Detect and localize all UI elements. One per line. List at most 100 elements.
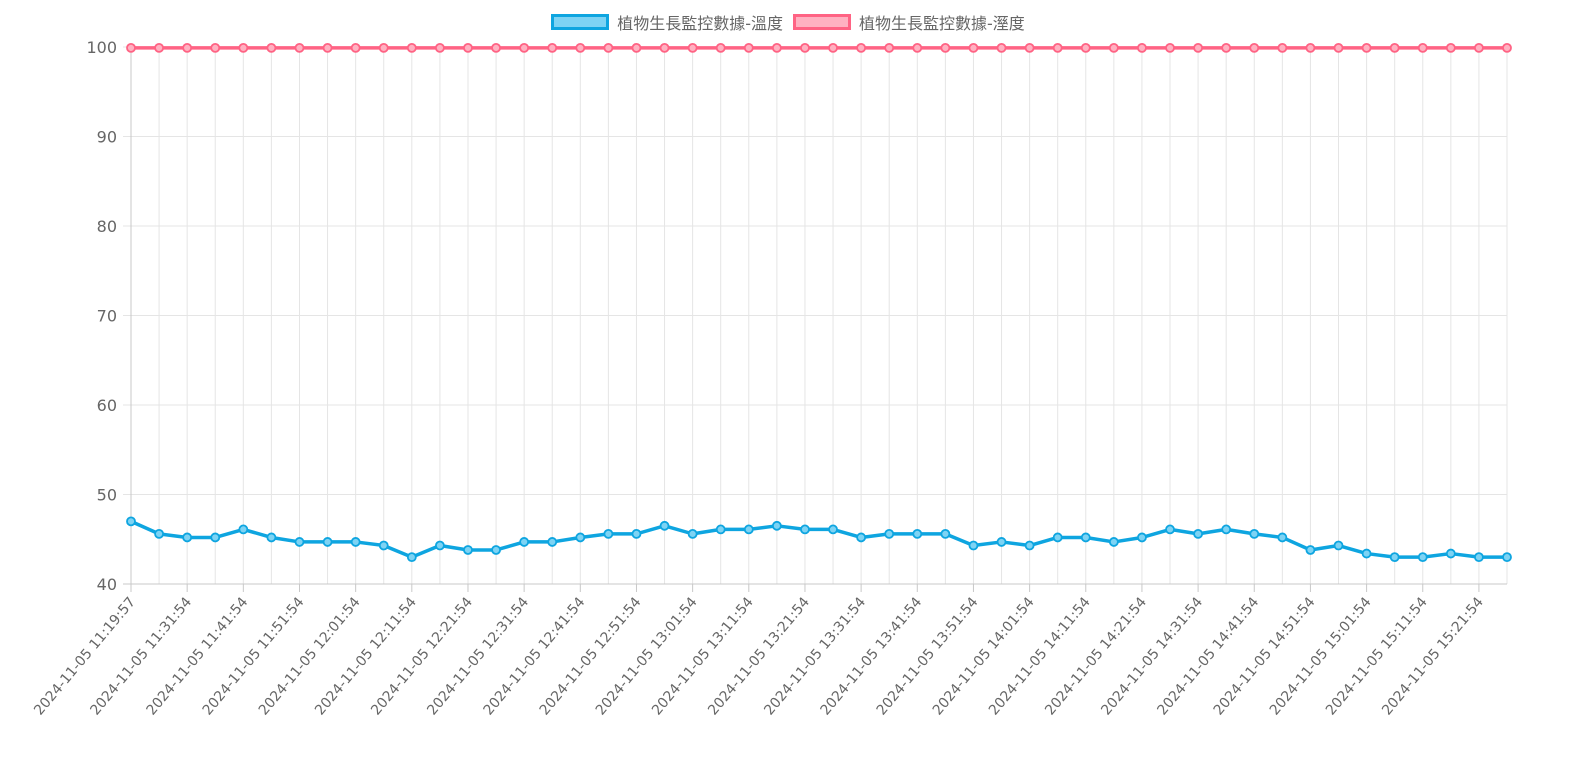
data-point[interactable] [238, 42, 249, 53]
data-point[interactable] [182, 42, 193, 53]
data-point[interactable] [1052, 42, 1063, 53]
data-point[interactable] [1474, 552, 1484, 563]
data-point[interactable] [1165, 42, 1175, 53]
data-point[interactable] [715, 42, 726, 53]
data-point[interactable] [294, 537, 305, 547]
data-point[interactable] [940, 528, 951, 539]
data-point[interactable] [491, 545, 501, 555]
data-point[interactable] [519, 537, 530, 547]
data-point[interactable] [1361, 42, 1372, 53]
data-point[interactable] [406, 42, 417, 53]
data-point[interactable] [547, 42, 558, 53]
data-point[interactable] [1024, 42, 1035, 53]
data-point[interactable] [1108, 42, 1119, 53]
data-point[interactable] [378, 42, 389, 53]
data-point[interactable] [126, 516, 136, 527]
data-point[interactable] [1305, 42, 1316, 53]
data-point[interactable] [1361, 548, 1372, 559]
data-point[interactable] [126, 42, 136, 53]
data-point[interactable] [154, 528, 164, 539]
data-point[interactable] [1277, 532, 1288, 543]
data-point[interactable] [547, 537, 558, 547]
data-point[interactable] [1389, 42, 1400, 53]
data-point[interactable] [575, 532, 586, 543]
data-point[interactable] [659, 42, 670, 53]
data-point[interactable] [743, 524, 754, 535]
data-point[interactable] [350, 42, 361, 53]
data-point[interactable] [519, 42, 530, 53]
data-point[interactable] [463, 545, 473, 555]
data-point[interactable] [1080, 532, 1091, 543]
data-point[interactable] [266, 532, 277, 543]
data-point[interactable] [1137, 532, 1147, 543]
legend-item-humidity[interactable]: 植物生長監控數據-溼度 [793, 10, 1025, 34]
data-point[interactable] [1502, 552, 1512, 563]
data-point[interactable] [1417, 552, 1428, 563]
data-point[interactable] [800, 524, 810, 535]
data-point[interactable] [743, 42, 754, 53]
data-point[interactable] [687, 42, 698, 53]
data-point[interactable] [1445, 42, 1456, 53]
data-point[interactable] [1277, 42, 1288, 53]
data-point[interactable] [828, 524, 838, 535]
data-point[interactable] [856, 42, 867, 53]
data-point[interactable] [322, 537, 333, 547]
data-point[interactable] [1193, 42, 1204, 53]
data-point[interactable] [1333, 42, 1344, 53]
data-point[interactable] [1333, 540, 1344, 551]
data-point[interactable] [1193, 528, 1204, 539]
data-point[interactable] [350, 537, 361, 547]
data-point[interactable] [996, 537, 1007, 547]
data-point[interactable] [238, 524, 249, 535]
data-point[interactable] [1502, 42, 1512, 53]
data-point[interactable] [154, 42, 164, 53]
data-point[interactable] [575, 42, 586, 53]
data-point[interactable] [1445, 548, 1456, 559]
data-point[interactable] [1417, 42, 1428, 53]
data-point[interactable] [182, 532, 193, 543]
data-point[interactable] [912, 42, 923, 53]
data-point[interactable] [1108, 537, 1119, 547]
legend-item-temperature[interactable]: 植物生長監控數據-溫度 [551, 10, 783, 34]
data-point[interactable] [378, 540, 389, 551]
data-point[interactable] [687, 528, 698, 539]
data-point[interactable] [631, 528, 642, 539]
data-point[interactable] [884, 42, 895, 53]
data-point[interactable] [968, 540, 979, 551]
data-point[interactable] [968, 42, 979, 53]
data-point[interactable] [800, 42, 810, 53]
data-point[interactable] [912, 528, 923, 539]
data-point[interactable] [1221, 42, 1232, 53]
data-point[interactable] [1474, 42, 1484, 53]
data-point[interactable] [856, 532, 867, 543]
data-point[interactable] [434, 42, 445, 53]
data-point[interactable] [715, 524, 726, 535]
data-point[interactable] [1024, 540, 1035, 551]
data-point[interactable] [491, 42, 501, 53]
data-point[interactable] [210, 532, 221, 543]
data-point[interactable] [884, 528, 895, 539]
data-point[interactable] [631, 42, 642, 53]
data-point[interactable] [1389, 552, 1400, 563]
data-point[interactable] [828, 42, 838, 53]
data-point[interactable] [603, 42, 614, 53]
data-point[interactable] [1165, 524, 1175, 535]
data-point[interactable] [266, 42, 277, 53]
data-point[interactable] [1080, 42, 1091, 53]
data-point[interactable] [406, 552, 417, 563]
data-point[interactable] [434, 540, 445, 551]
data-point[interactable] [771, 42, 782, 53]
data-point[interactable] [322, 42, 333, 53]
data-point[interactable] [1052, 532, 1063, 543]
data-point[interactable] [1249, 528, 1260, 539]
data-point[interactable] [771, 520, 782, 531]
data-point[interactable] [659, 520, 670, 531]
data-point[interactable] [1221, 524, 1232, 535]
data-point[interactable] [603, 528, 614, 539]
data-point[interactable] [996, 42, 1007, 53]
data-point[interactable] [1249, 42, 1260, 53]
data-point[interactable] [463, 42, 473, 53]
data-point[interactable] [294, 42, 305, 53]
data-point[interactable] [1137, 42, 1147, 53]
data-point[interactable] [210, 42, 221, 53]
